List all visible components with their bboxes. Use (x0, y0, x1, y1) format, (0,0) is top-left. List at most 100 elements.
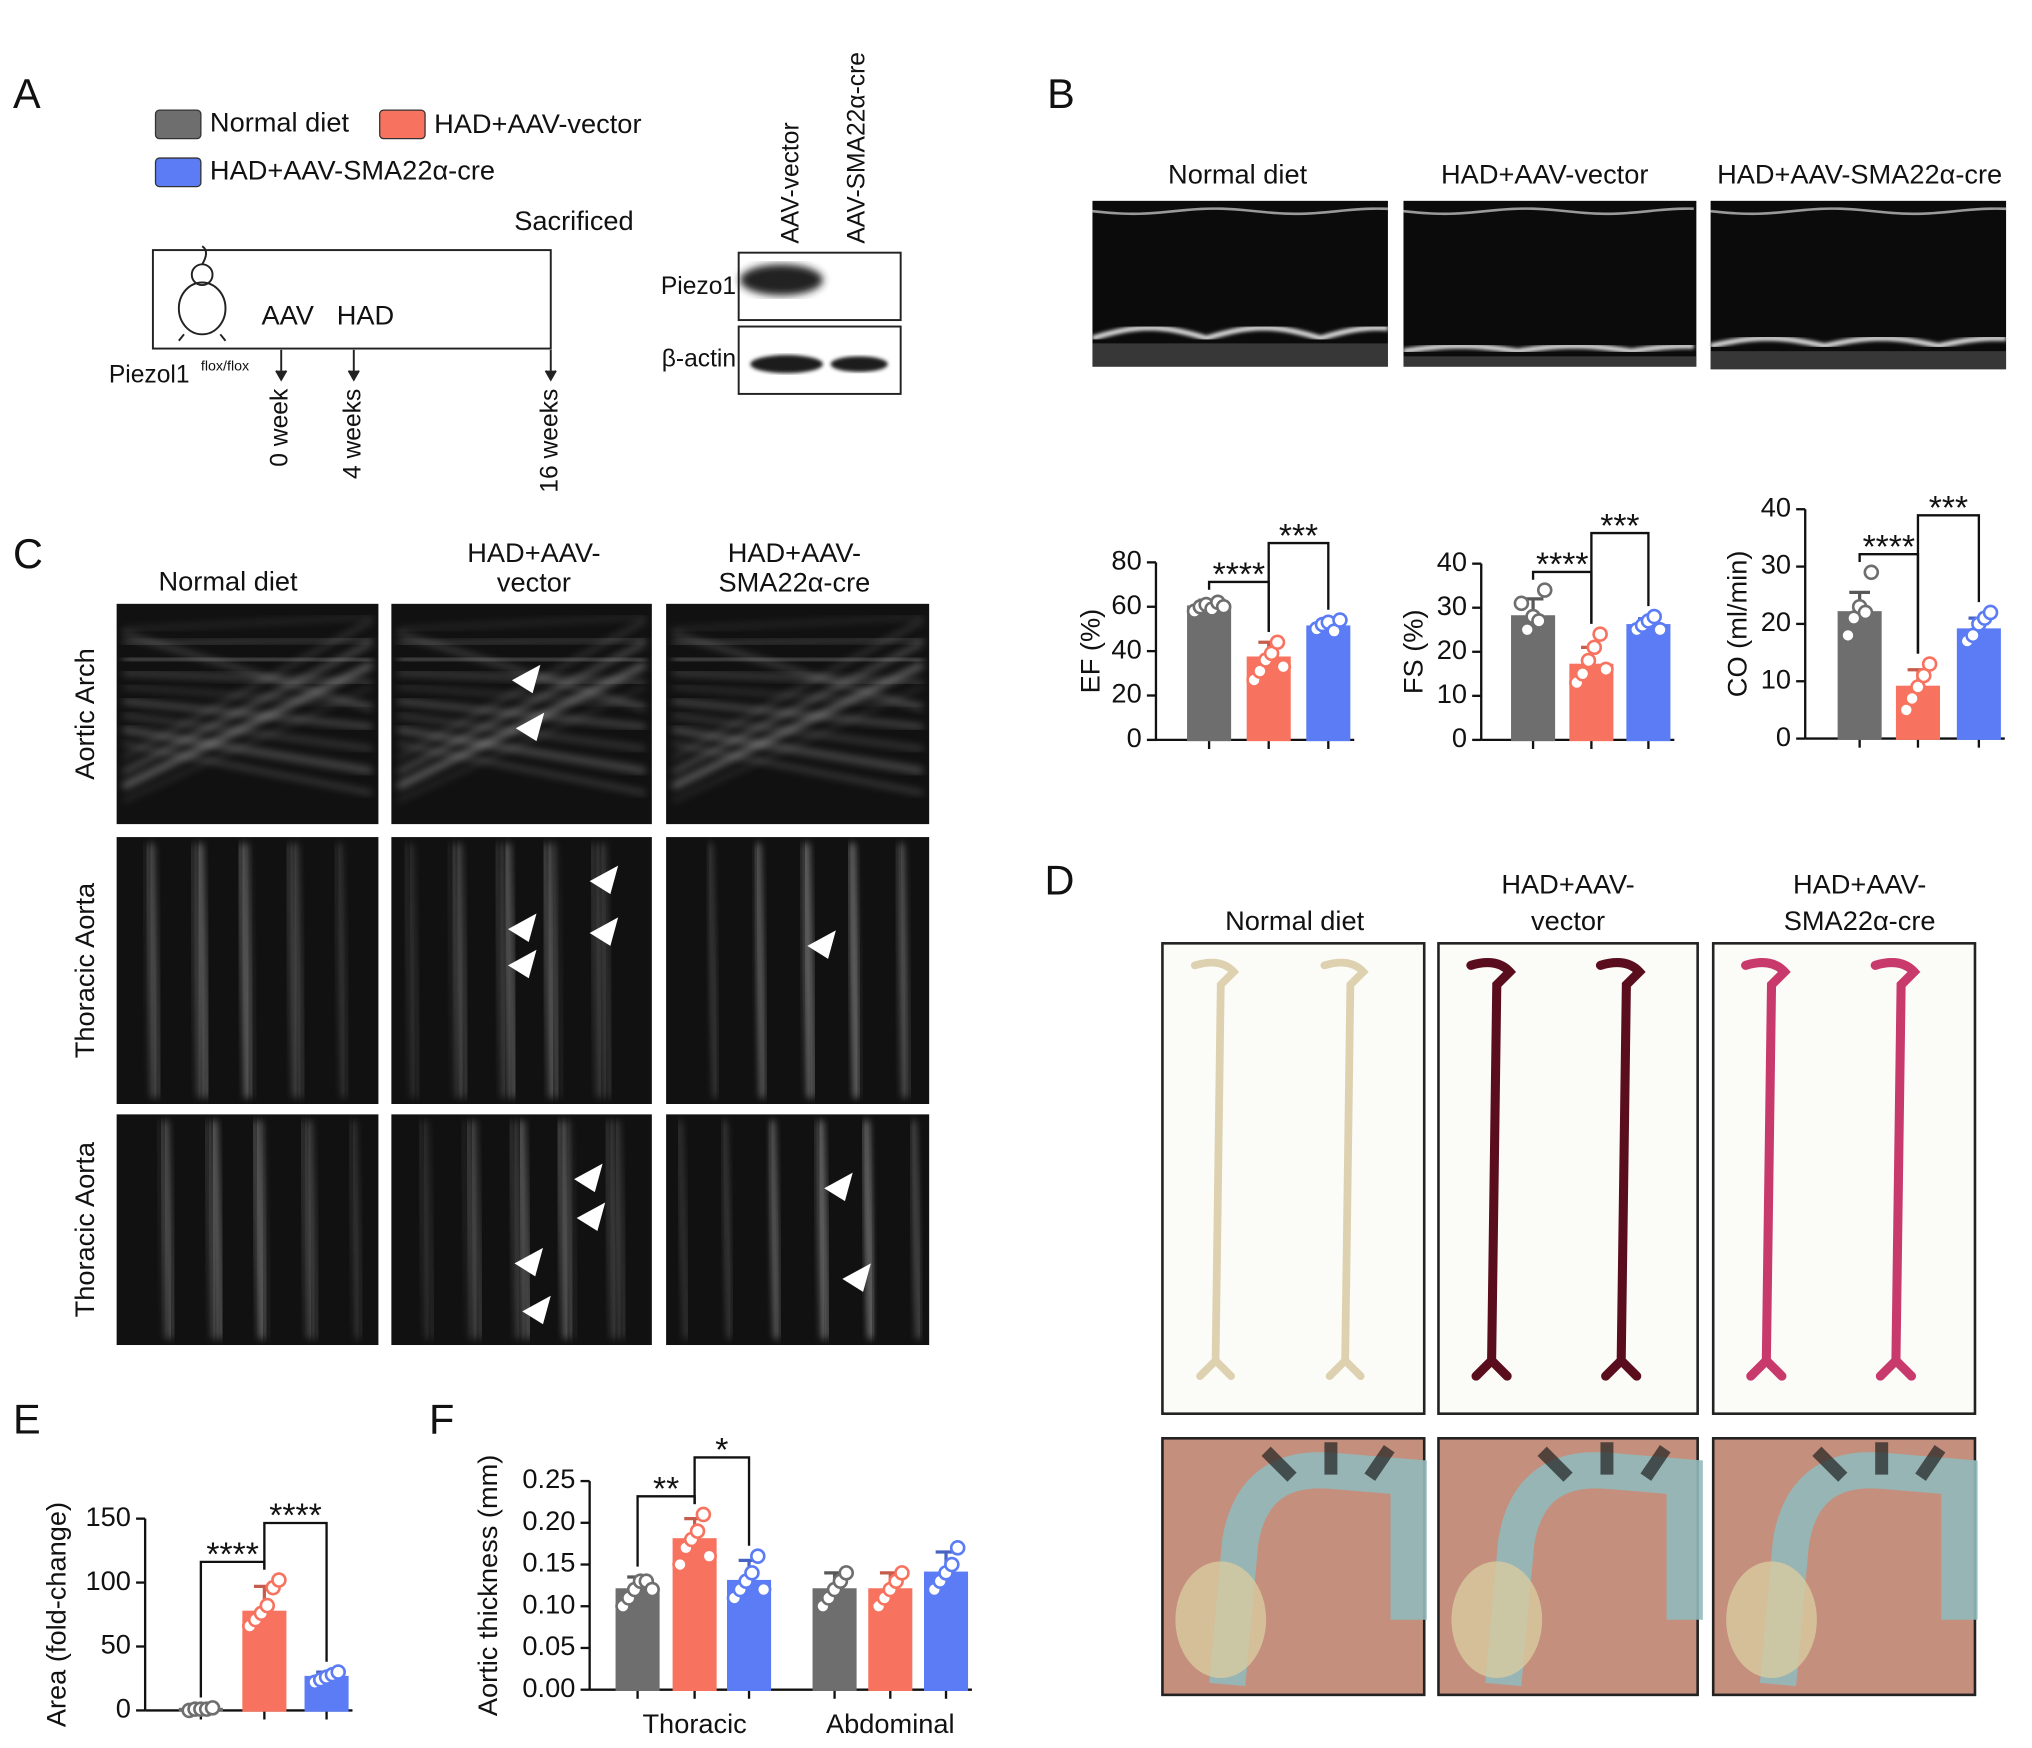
y-tick-label: 0 (1776, 721, 1791, 752)
row-label: Thoracic Aorta (69, 1141, 100, 1317)
ultrasound-texture (397, 699, 646, 729)
legend-label: HAD+AAV-SMA22α-cre (210, 155, 495, 186)
ultrasound-texture (677, 1120, 689, 1339)
arrowhead (576, 1202, 606, 1231)
significance-bracket (1916, 514, 1981, 654)
ultrasound-texture (610, 1120, 621, 1339)
ultrasound-texture (397, 655, 646, 664)
y-axis-label: Area (fold-change) (41, 1502, 72, 1727)
column-label: HAD+AAV- (1501, 868, 1634, 899)
echo-trace (1092, 207, 1388, 216)
y-tick-label: 10 (1437, 678, 1467, 709)
western-blot: AAV-vector AAV-SMA22α-cre Piezo1 β-actin (661, 52, 902, 395)
data-point (1275, 658, 1292, 675)
echo-trace (1091, 325, 1389, 341)
stain-photo (1437, 942, 1699, 1415)
end-label: Sacrificed (514, 205, 633, 236)
ultrasound-image (666, 1114, 930, 1346)
y-axis-label: EF (%) (1075, 609, 1106, 694)
ultrasound-texture (293, 843, 306, 1098)
ultrasound-texture (503, 843, 518, 1098)
y-tick-label: 0 (1127, 722, 1142, 753)
ultrasound-texture (817, 1120, 832, 1339)
ultrasound-texture (298, 1120, 313, 1339)
ultrasound-texture (160, 1120, 172, 1339)
data-point (1840, 627, 1856, 644)
ultrasound-texture (397, 636, 646, 646)
ultrasound-texture (397, 685, 646, 802)
echo-band (1403, 356, 1697, 367)
ultrasound-texture (671, 618, 924, 760)
data-point (1921, 656, 1938, 672)
y-tick-label: 30 (1761, 549, 1791, 580)
significance-label: **** (1536, 547, 1588, 584)
ultrasound-texture (508, 1120, 521, 1339)
data-point (1982, 604, 1999, 621)
ultrasound-texture (513, 1120, 527, 1339)
significance-bracket (1590, 531, 1650, 624)
y-tick-label: 0.00 (522, 1672, 575, 1703)
ultrasound-texture (189, 843, 202, 1098)
data-point (750, 1548, 766, 1564)
ultrasound-texture (722, 1120, 735, 1339)
ultrasound-texture (672, 655, 923, 664)
ultrasound-texture (751, 843, 762, 1098)
ultrasound-texture (862, 1120, 877, 1339)
echo-image (1710, 200, 2007, 370)
data-point (701, 1548, 717, 1564)
ultrasound-texture (567, 1120, 578, 1339)
ultrasound-texture (588, 843, 604, 1098)
arch-vessels (1537, 1442, 1671, 1482)
ultrasound-texture (210, 1120, 225, 1339)
ultrasound-texture (348, 1120, 359, 1339)
significance-bracket (263, 1521, 328, 1662)
images (116, 200, 2007, 1697)
aorta (1595, 958, 1646, 1381)
arrowhead (508, 913, 537, 943)
legend-label: HAD+AAV-vector (434, 108, 641, 139)
row-label: Thoracic Aorta (69, 882, 100, 1058)
echo-trace (1710, 335, 2007, 349)
arrowhead (589, 917, 619, 946)
echo-trace (1710, 207, 2007, 216)
data-point (1646, 608, 1663, 625)
ultrasound-texture (193, 843, 207, 1098)
column-label: Normal diet (159, 565, 299, 596)
ultrasound-texture (672, 685, 923, 707)
ultrasound-texture (498, 843, 512, 1098)
data-point (259, 1597, 276, 1614)
column-label: HAD+AAV- (1793, 868, 1926, 899)
significance-label: * (715, 1432, 728, 1469)
ultrasound-texture (122, 618, 373, 760)
ultrasound-texture (672, 685, 924, 802)
echo-band (1092, 343, 1388, 367)
arrowhead (511, 664, 541, 694)
echo-title: HAD+AAV-vector (1441, 158, 1648, 189)
ultrasound-texture (408, 843, 421, 1098)
panel-label: D (1045, 857, 1075, 904)
arch-vessels (1261, 1442, 1395, 1482)
significance-label: *** (1279, 518, 1318, 555)
data-point (1586, 639, 1603, 656)
ultrasound-texture (672, 669, 923, 687)
data-point (894, 1565, 910, 1581)
data-point (1215, 598, 1232, 615)
ultrasound-texture (603, 1120, 618, 1339)
ultrasound-texture (802, 843, 818, 1098)
data-point (1598, 661, 1614, 678)
ultrasound-texture (672, 636, 923, 646)
echo-title: Normal diet (1168, 158, 1308, 189)
time-label: 0 week (267, 388, 294, 467)
panel-label: C (13, 530, 43, 577)
event-label: HAD (337, 300, 394, 331)
ultrasound-texture (546, 843, 561, 1098)
data-point (689, 1523, 706, 1539)
ultrasound-texture (334, 843, 345, 1098)
data-point (644, 1581, 660, 1598)
data-point (1857, 604, 1874, 621)
ultrasound-texture (196, 843, 211, 1098)
column-label: SMA22α-cre (718, 567, 870, 598)
ultrasound-texture (456, 843, 470, 1098)
